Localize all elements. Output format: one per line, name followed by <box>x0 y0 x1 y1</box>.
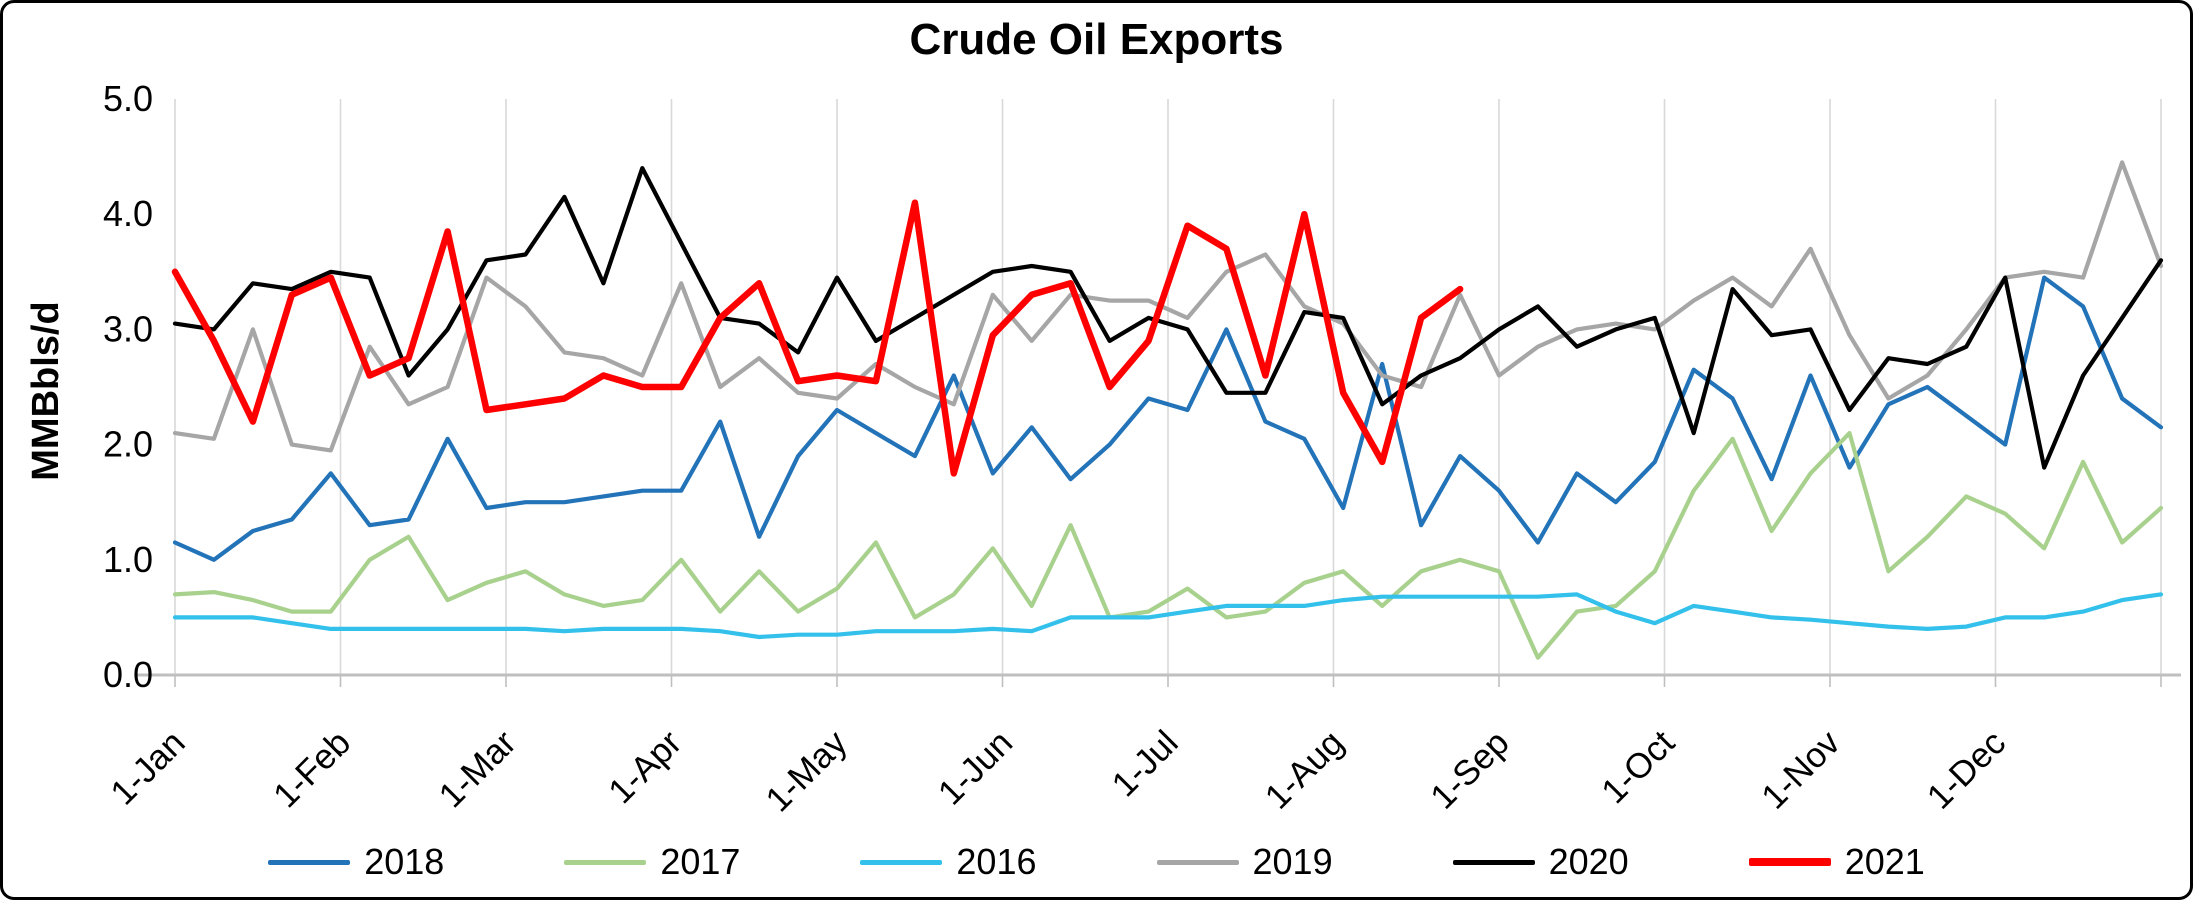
series-line-2020 <box>172 166 2164 470</box>
legend-swatch-2018 <box>268 859 351 865</box>
legend: 2018 2017 2016 2019 2020 2021 <box>3 841 2190 883</box>
legend-label-2020: 2020 <box>1548 841 1629 882</box>
legend-item-2021: 2021 <box>1748 841 1925 883</box>
x-tick-label: 1-Apr <box>601 723 689 811</box>
legend-label-2018: 2018 <box>364 841 445 882</box>
series-lines <box>171 160 2164 660</box>
x-tick-label: 1-Feb <box>266 723 358 815</box>
x-tick-label: 1-Mar <box>431 723 523 815</box>
legend-item-2016: 2016 <box>860 841 1037 883</box>
x-tick-label: 1-Sep <box>1423 723 1517 817</box>
x-tick-label: 1-Oct <box>1594 723 1682 811</box>
x-tick-label: 1-Dec <box>1920 723 2014 817</box>
series-line-2016 <box>172 592 2164 640</box>
x-tick-label: 1-Nov <box>1754 723 1848 817</box>
legend-swatch-2016 <box>860 859 943 865</box>
series-line-2019 <box>172 160 2164 453</box>
legend-item-2018: 2018 <box>268 841 444 883</box>
legend-swatch-2020 <box>1452 859 1535 865</box>
legend-label-2017: 2017 <box>660 841 741 882</box>
legend-swatch-2017 <box>564 859 647 865</box>
legend-swatch-2019 <box>1156 859 1239 865</box>
y-tick-label: 2.0 <box>103 424 153 465</box>
x-tick-label: 1-Jun <box>931 723 1020 812</box>
series-line-2018 <box>172 275 2164 562</box>
plot-area: 0.01.02.03.04.05.01-Jan 1-Feb 1-Mar 1-Apr 1-… <box>103 78 2181 820</box>
legend-item-2019: 2019 <box>1156 841 1333 883</box>
y-tick-labels: 0.0 1.0 2.0 3.0 4.0 5.0 <box>103 78 153 695</box>
y-tick-label: 4.0 <box>103 193 153 234</box>
y-tick-label: 5.0 <box>103 78 153 119</box>
legend-item-2020: 2020 <box>1452 841 1629 883</box>
y-tick-label: 0.0 <box>103 654 153 695</box>
series-line-2021 <box>171 199 1464 477</box>
series-line-2017 <box>172 431 2164 660</box>
chart-title: Crude Oil Exports <box>909 15 1284 64</box>
legend-swatch-2021 <box>1748 858 1831 866</box>
legend-item-2017: 2017 <box>564 841 740 883</box>
y-tick-label: 3.0 <box>103 308 153 349</box>
legend-label-2021: 2021 <box>1844 841 1925 882</box>
legend-label-2019: 2019 <box>1252 841 1333 882</box>
x-tick-label: 1-Jul <box>1104 723 1185 804</box>
x-tick-label: 1-May <box>758 723 855 820</box>
gridlines <box>174 99 2162 687</box>
legend-label-2016: 2016 <box>956 841 1037 882</box>
x-tick-label: 1-Aug <box>1258 723 1352 817</box>
x-tick-label: 1-Jan <box>103 723 192 812</box>
y-tick-label: 1.0 <box>103 539 153 580</box>
x-tick-labels: 1-Jan 1-Feb 1-Mar 1-Apr 1-May 1-Jun 1-Jul 1-Aug… <box>103 723 2013 820</box>
